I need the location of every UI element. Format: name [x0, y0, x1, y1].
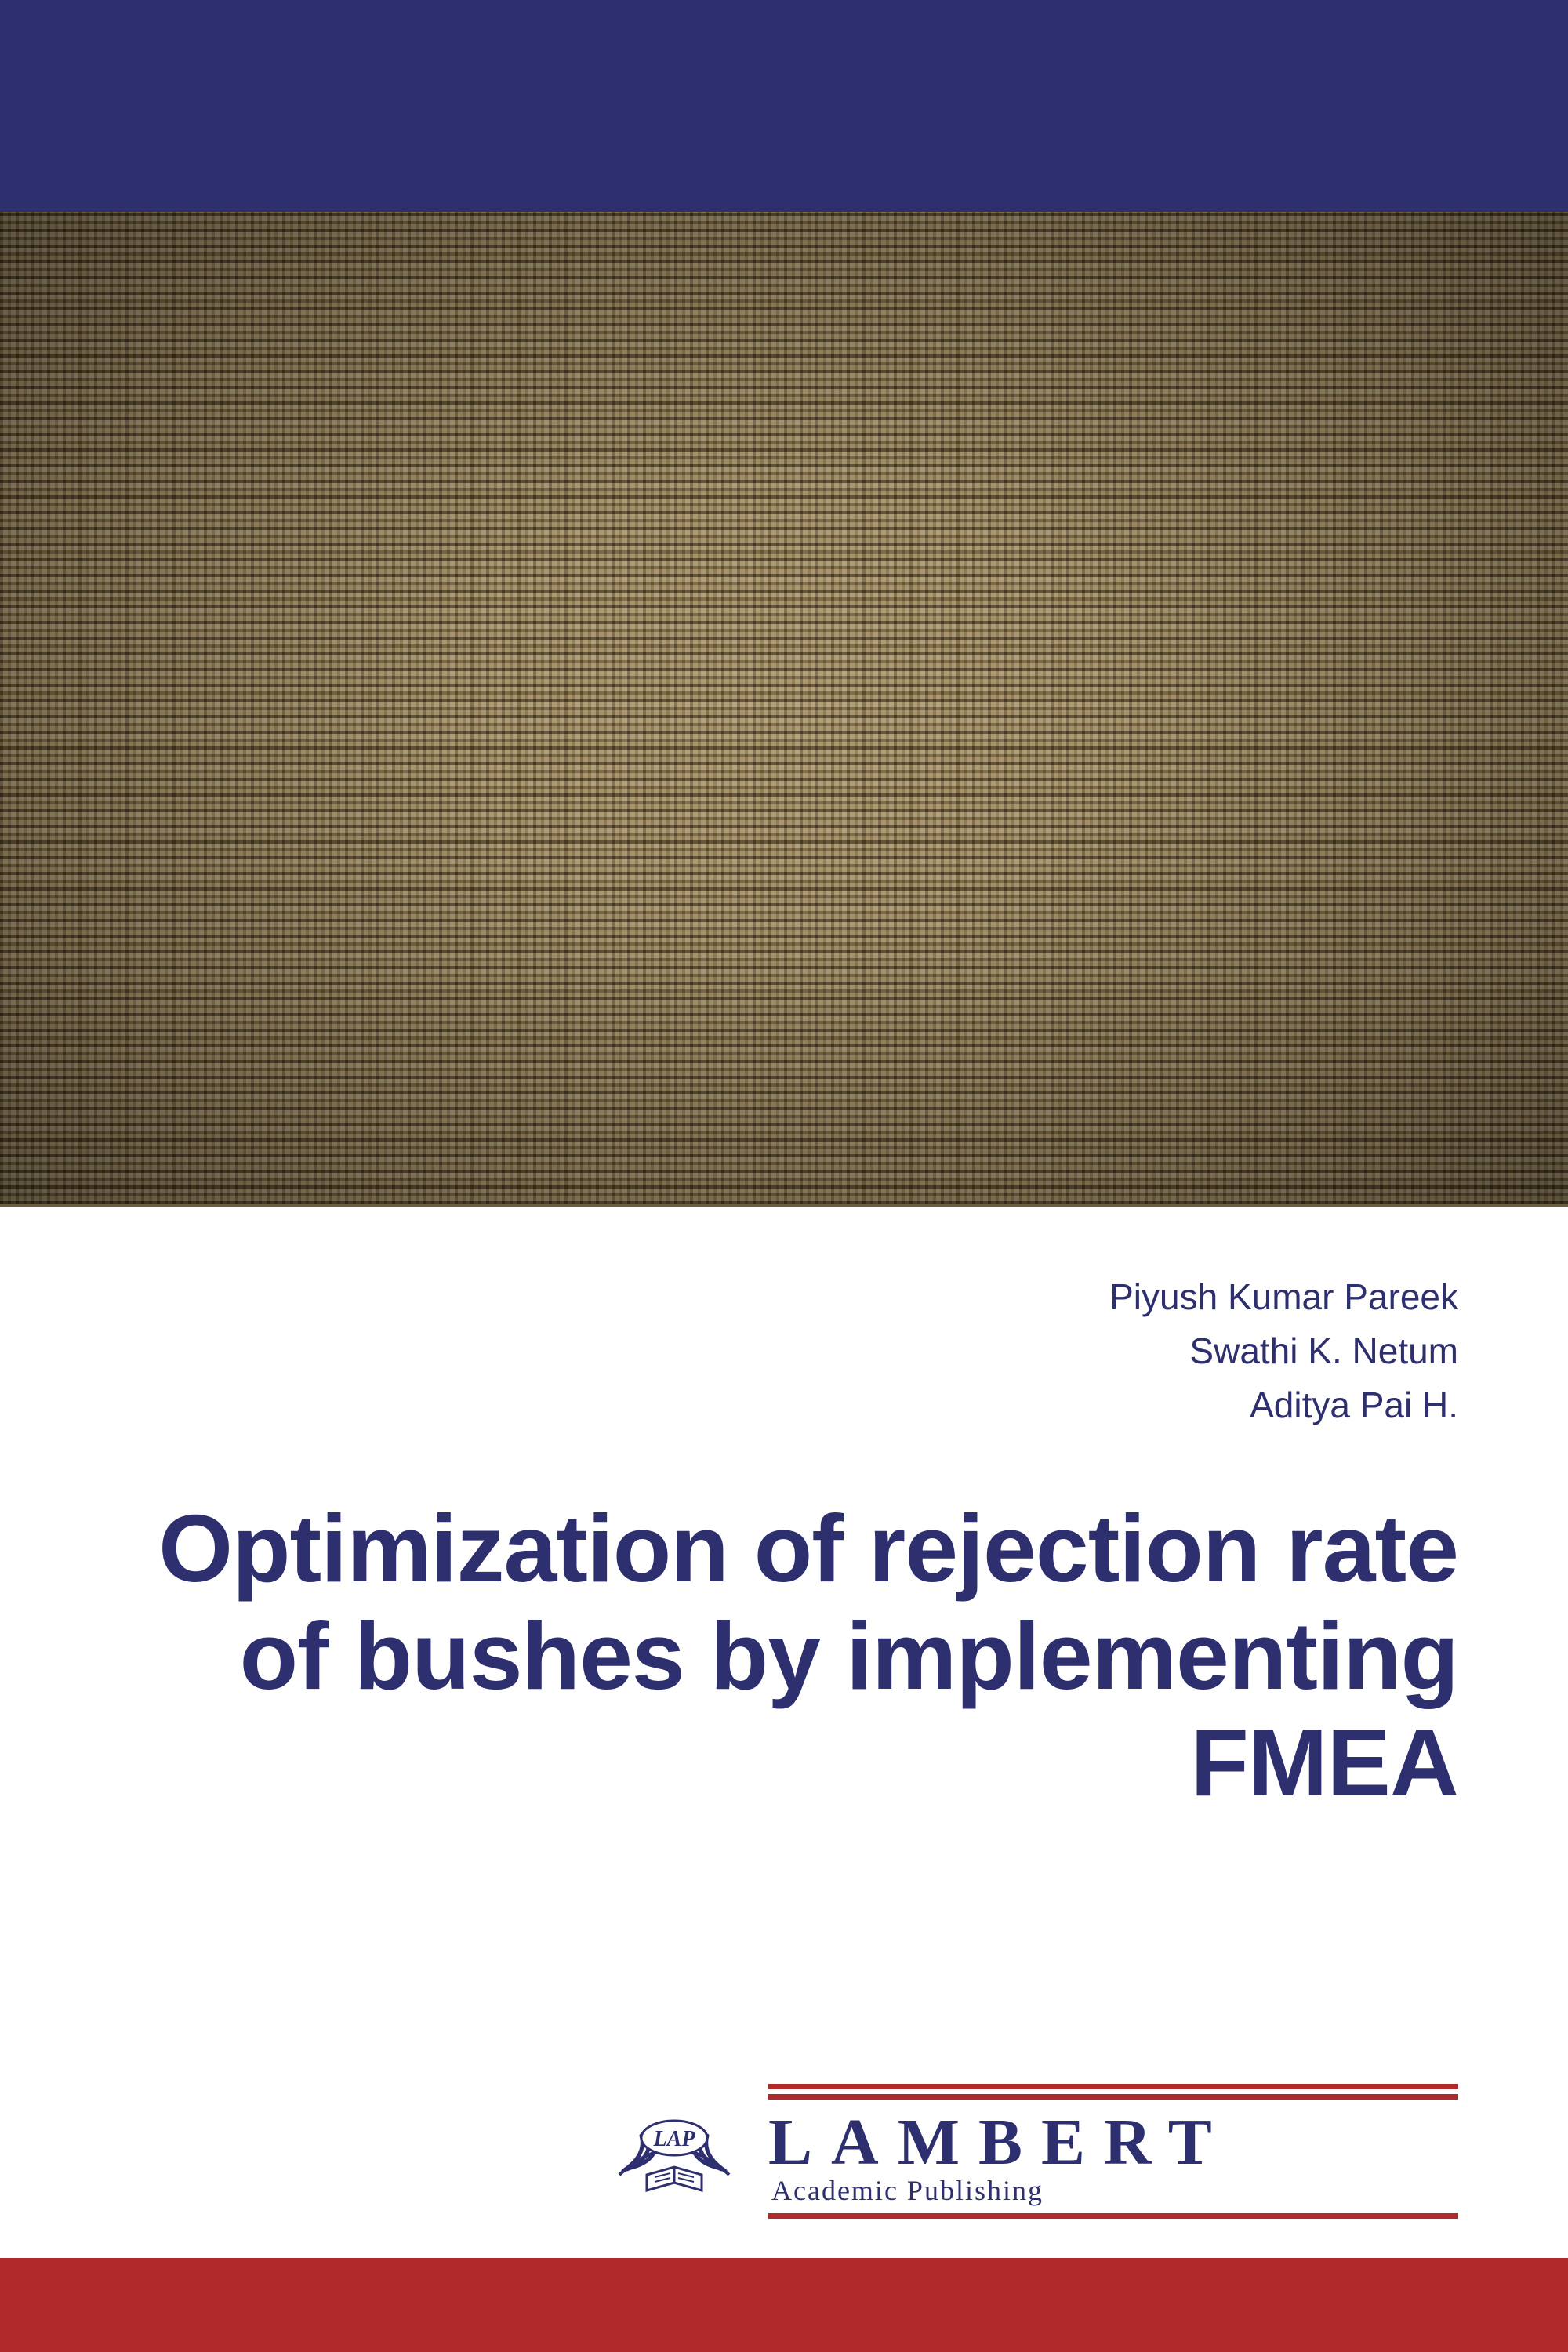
publisher-subtitle: Academic Publishing: [768, 2174, 1458, 2207]
burlap-pattern: [0, 212, 1568, 1204]
publisher-block: LAP LAMBERT Academic Publishing: [604, 2084, 1458, 2219]
top-color-band: [0, 0, 1568, 212]
author-line: Aditya Pai H.: [110, 1378, 1458, 1432]
publisher-text: LAMBERT Academic Publishing: [768, 2084, 1458, 2219]
cover-content: Piyush Kumar Pareek Swathi K. Netum Adit…: [0, 1207, 1568, 1817]
publisher-name: LAMBERT: [768, 2104, 1458, 2180]
accent-rule: [768, 2094, 1458, 2100]
svg-text:LAP: LAP: [653, 2127, 696, 2151]
book-title: Optimization of rejection rate of bushes…: [110, 1495, 1458, 1817]
bottom-color-band: [0, 2258, 1568, 2352]
accent-rule: [768, 2084, 1458, 2089]
author-line: Swathi K. Netum: [110, 1324, 1458, 1378]
author-line: Piyush Kumar Pareek: [110, 1270, 1458, 1324]
author-list: Piyush Kumar Pareek Swathi K. Netum Adit…: [110, 1270, 1458, 1432]
cover-texture: [0, 212, 1568, 1207]
publisher-logo-icon: LAP: [604, 2100, 745, 2202]
publisher-top-rules: [768, 2084, 1458, 2100]
accent-rule: [768, 2213, 1458, 2219]
